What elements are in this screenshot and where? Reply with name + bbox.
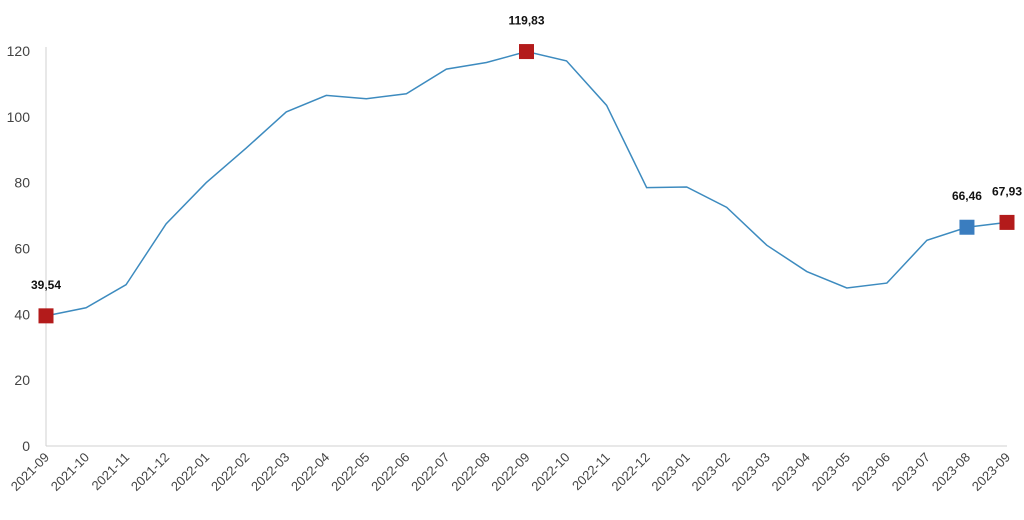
y-axis: 0 20 40 60 80 100 120	[7, 43, 31, 454]
y-tick-label: 120	[7, 43, 31, 59]
x-tick-label: 2022-02	[208, 450, 252, 494]
y-tick-label: 20	[14, 372, 30, 388]
highlight-marker	[959, 219, 975, 235]
data-label: 67,93	[992, 184, 1022, 198]
x-tick-label: 2023-08	[929, 450, 973, 494]
x-tick-label: 2023-06	[849, 450, 893, 494]
x-tick-label: 2023-04	[769, 450, 813, 494]
x-tick-label: 2022-10	[528, 450, 572, 494]
x-tick-label: 2023-01	[648, 450, 692, 494]
x-tick-label: 2023-02	[688, 450, 732, 494]
x-tick-label: 2022-04	[288, 450, 332, 494]
series-line	[45, 50, 1008, 317]
x-tick-label: 2022-11	[569, 450, 613, 494]
x-tick-label: 2022-07	[408, 450, 452, 494]
x-tick-label: 2023-03	[729, 450, 773, 494]
y-tick-label: 100	[7, 109, 31, 125]
x-axis: 2021-092021-102021-112021-122022-012022-…	[8, 450, 1013, 494]
data-label: 39,54	[31, 278, 61, 292]
highlight-marker	[38, 308, 54, 324]
x-tick-label: 2021-09	[8, 450, 52, 494]
x-tick-label: 2022-06	[368, 450, 412, 494]
x-tick-label: 2023-05	[809, 450, 853, 494]
y-tick-label: 40	[14, 306, 30, 322]
y-tick-label: 0	[22, 438, 30, 454]
x-tick-label: 2022-01	[168, 450, 212, 494]
y-tick-label: 60	[14, 241, 30, 257]
data-labels: 39,54 119,83 66,46 67,93	[31, 14, 1022, 292]
x-tick-label: 2022-08	[448, 450, 492, 494]
highlight-marker	[999, 214, 1015, 230]
y-tick-label: 80	[14, 175, 30, 191]
x-tick-label: 2021-12	[128, 450, 172, 494]
x-tick-label: 2021-11	[89, 450, 133, 494]
x-tick-label: 2023-07	[889, 450, 933, 494]
x-tick-label: 2022-05	[328, 450, 372, 494]
highlight-marker	[519, 44, 534, 60]
x-tick-label: 2022-12	[608, 450, 652, 494]
x-tick-label: 2022-03	[248, 450, 292, 494]
x-tick-label: 2023-09	[969, 450, 1013, 494]
data-label: 119,83	[508, 14, 544, 28]
data-label: 66,46	[952, 189, 982, 203]
x-tick-label: 2021-10	[48, 450, 92, 494]
x-tick-label: 2022-09	[488, 450, 532, 494]
highlight-markers	[38, 44, 1015, 324]
